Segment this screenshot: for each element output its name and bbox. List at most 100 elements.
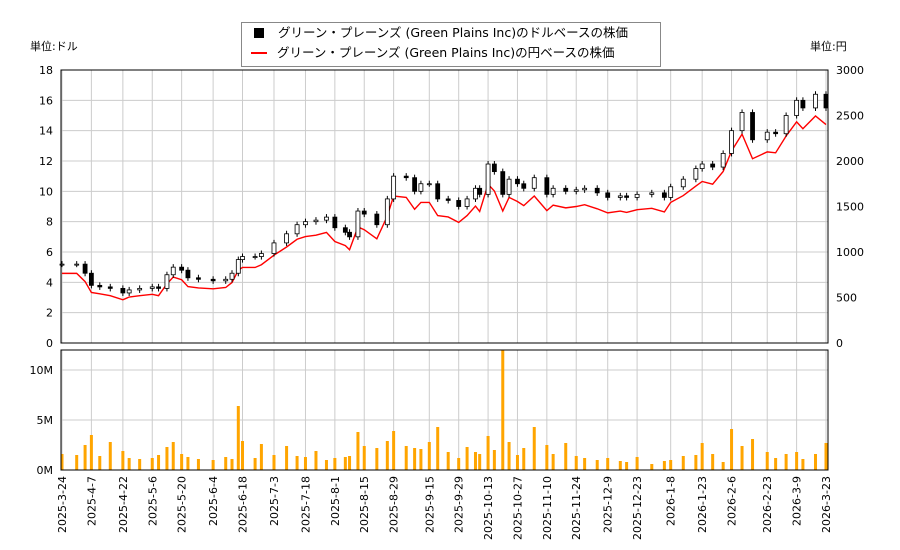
candle-body [403,175,409,179]
volume-tick-label: 5M [37,414,54,427]
volume-bar [150,458,154,470]
candle-body [82,263,88,274]
volume-bar [127,458,131,470]
volume-bar [121,451,125,470]
candle-body [594,187,600,194]
volume-bar [211,460,215,470]
x-tick-label: 2025-11-24 [570,476,583,540]
candle-body [783,115,789,135]
x-tick-label: 2026-3-9 [791,476,804,526]
y-tick-label-usd: 14 [39,125,53,138]
candle-body [661,192,667,198]
candle-body [240,256,245,260]
candle-body [374,213,380,226]
y-tick-label-jpy: 2000 [836,155,864,168]
candle-body [773,131,779,135]
volume-bar [436,427,440,470]
volume-bar [625,462,629,470]
candle-body [680,178,686,188]
legend-label-usd: グリーン・プレーンズ (Green Plains Inc)のドルベースの株価 [278,25,628,40]
candle-body [332,216,338,229]
volume-bar [522,448,526,470]
candle-body [170,266,176,276]
candle-body [445,198,451,201]
candle-body [750,112,755,141]
volume-bar [532,427,536,470]
volume-bar [574,456,578,470]
candle-body [456,200,462,207]
candle-body [107,286,113,289]
candle-body [391,175,397,200]
candle-body [605,192,611,198]
candle-body [582,187,588,191]
legend-item-jpy: グリーン・プレーンズ (Green Plains Inc)の円ベースの株価 [242,43,660,63]
legend-label-jpy: グリーン・プレーンズ (Green Plains Inc)の円ベースの株価 [277,45,615,60]
candle-body [720,153,726,168]
candle-body [418,183,424,192]
x-tick-label: 2025-9-15 [423,476,436,533]
x-tick-label: 2025-8-15 [358,476,371,533]
volume-bar [824,443,828,470]
candle-body [156,286,161,289]
volume-bar [108,442,112,470]
candle-body [196,277,201,280]
y-tick-label-usd: 18 [39,64,53,77]
x-tick-label: 2025-6-4 [207,476,220,526]
candle-body [634,193,640,198]
x-tick-label: 2025-3-24 [56,476,69,533]
volume-bar [196,459,200,470]
volume-bar [303,457,307,470]
volume-bar [681,456,685,470]
volume-bar [492,450,496,470]
candle-body [544,177,550,195]
volume-bar [740,446,744,470]
candle-body [303,221,308,226]
volume-bar [774,458,778,470]
candle-body [617,195,623,198]
candle-body [477,187,483,195]
candle-body [531,177,537,189]
x-tick-label: 2025-7-18 [299,476,312,533]
candle-body [179,266,185,271]
candle-body [739,112,745,132]
candle-body [185,269,191,279]
x-tick-label: 2025-7-3 [268,476,281,526]
volume-bar [694,455,698,470]
volume-bar [515,455,519,470]
candle-body [699,163,705,169]
candle-body [521,183,527,189]
candle-body [710,163,716,168]
volume-bar [730,429,734,470]
volume-bar [356,432,360,470]
volume-bar [404,446,408,470]
volume-bar [784,454,788,470]
volume-bar [392,431,396,470]
y-tick-label-jpy: 1500 [836,201,864,214]
candle-body [342,227,348,233]
x-tick-label: 2025-6-18 [237,476,250,533]
x-tick-label: 2026-1-23 [696,476,709,533]
candle-body [813,93,818,109]
volume-bar [446,452,450,470]
volume-bar [230,459,234,470]
x-tick-label: 2025-11-10 [541,476,554,540]
candle-body [500,171,506,195]
volume-bar [362,446,366,470]
x-tick-label: 2025-4-7 [85,476,98,526]
volume-bar [618,461,622,470]
candle-body [573,189,579,192]
candle-body [229,272,235,280]
price-plot-area [61,70,828,343]
candle-body [313,219,319,223]
volume-bar [507,442,511,470]
volume-bar [224,457,228,470]
legend-swatch-red [251,52,267,54]
volume-bar [473,452,477,470]
candle-body [668,186,674,198]
volume-bar [583,458,587,470]
x-tick-label: 2025-8-29 [388,476,401,533]
candle-body [223,278,229,282]
jpy-price-line [62,115,827,301]
volume-tick-label: 10M [30,364,54,377]
